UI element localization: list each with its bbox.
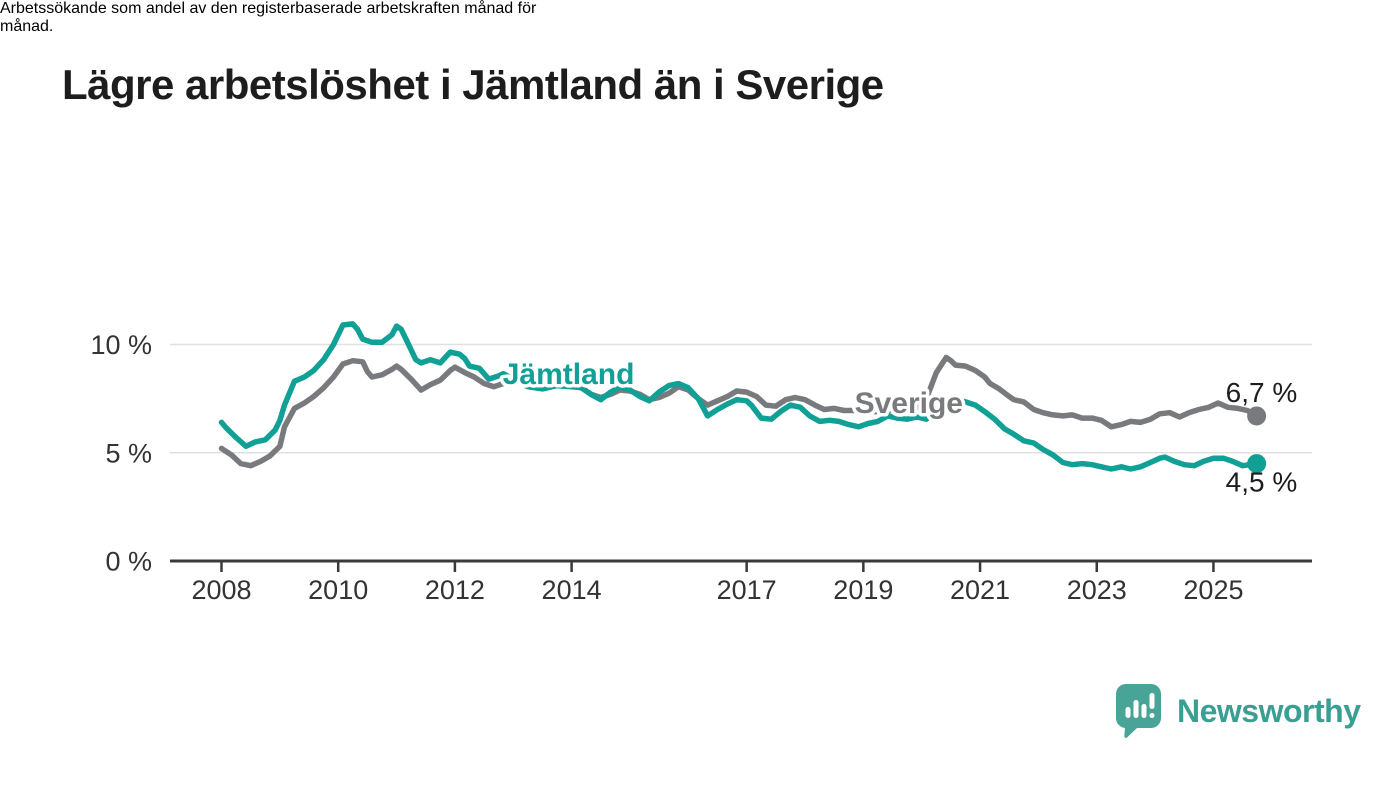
brand-name: Newsworthy <box>1177 692 1361 729</box>
page-title: Lägre arbetslöshet i Jämtland än i Sveri… <box>62 61 884 108</box>
newsworthy-logo-icon <box>1116 684 1161 738</box>
x-tick-label: 2017 <box>717 575 777 605</box>
sverige-line <box>218 354 1260 469</box>
x-tick-label: 2023 <box>1067 575 1127 605</box>
subtitle-line-1: Arbetssökande som andel av den registerb… <box>0 0 537 17</box>
x-tick-label: 2021 <box>950 575 1010 605</box>
x-tick-label: 2010 <box>308 575 368 605</box>
jamtland-end-dot <box>1247 454 1267 474</box>
x-tick-label: 2019 <box>833 575 893 605</box>
jamtland-series-label: Jämtland <box>503 358 635 391</box>
sverige-end-dot <box>1247 406 1267 426</box>
sverige-series-label: Sverige <box>855 387 963 420</box>
x-tick-label: 2012 <box>425 575 485 605</box>
sverige-end-value: 6,7 % <box>1226 377 1298 408</box>
y-tick-label: 0 % <box>105 547 152 577</box>
jamtland-line <box>218 321 1260 472</box>
subtitle-line-2: månad. <box>0 18 54 35</box>
brand-footer: Newsworthy <box>1116 684 1361 738</box>
y-tick-label: 5 % <box>105 438 152 468</box>
x-tick-label: 2025 <box>1183 575 1243 605</box>
x-tick-label: 2014 <box>542 575 602 605</box>
y-tick-label: 10 % <box>90 330 152 360</box>
x-tick-label: 2008 <box>191 575 251 605</box>
jamtland-end-value: 4,5 % <box>1226 467 1298 498</box>
